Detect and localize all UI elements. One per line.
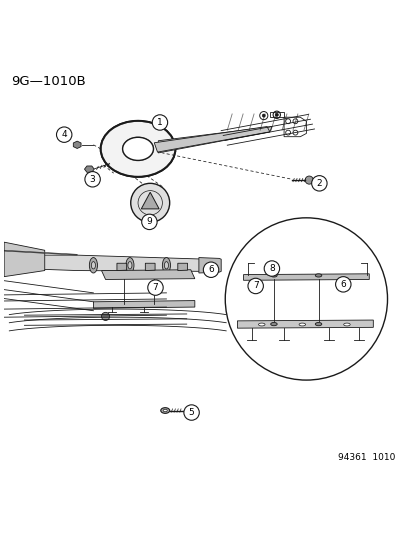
Ellipse shape [91,262,95,269]
Text: 2: 2 [316,179,321,188]
Polygon shape [198,257,221,273]
Ellipse shape [162,257,170,273]
Text: 7: 7 [252,281,258,290]
Polygon shape [154,126,269,152]
Circle shape [152,115,167,130]
Circle shape [263,261,279,276]
Polygon shape [4,251,77,255]
Polygon shape [4,242,45,277]
Circle shape [183,405,199,420]
Circle shape [203,262,218,278]
Text: 1: 1 [157,118,162,127]
Polygon shape [101,270,195,279]
Text: 7: 7 [152,283,158,292]
Ellipse shape [315,322,321,326]
Circle shape [275,113,278,116]
Ellipse shape [343,323,349,326]
Circle shape [56,127,72,142]
Polygon shape [243,274,368,280]
Polygon shape [93,301,195,308]
Ellipse shape [121,303,126,306]
Ellipse shape [258,323,264,326]
Polygon shape [20,255,206,271]
Ellipse shape [270,322,277,326]
Ellipse shape [122,138,153,160]
Polygon shape [177,263,187,271]
Circle shape [335,277,350,292]
Circle shape [131,183,169,222]
Circle shape [101,312,109,320]
Text: 9G—1010B: 9G—1010B [12,75,86,87]
Text: 8: 8 [268,264,274,273]
Polygon shape [116,263,126,271]
Ellipse shape [315,274,321,277]
Ellipse shape [89,257,97,273]
Polygon shape [84,166,94,172]
Ellipse shape [163,409,167,411]
Circle shape [225,218,387,380]
Circle shape [85,172,100,187]
Ellipse shape [164,262,168,269]
Ellipse shape [298,323,305,326]
Circle shape [304,176,313,184]
Ellipse shape [126,257,134,273]
Polygon shape [158,126,271,153]
Text: 9: 9 [146,217,152,227]
Circle shape [247,278,263,294]
Circle shape [261,114,265,117]
Circle shape [147,280,163,295]
Text: 4: 4 [61,130,67,139]
Text: 94361  1010: 94361 1010 [337,453,395,462]
Ellipse shape [128,262,132,269]
Ellipse shape [270,274,277,277]
Ellipse shape [160,408,169,414]
Text: 5: 5 [188,408,194,417]
Circle shape [311,176,326,191]
Ellipse shape [151,303,157,306]
Polygon shape [237,320,373,328]
Polygon shape [73,141,81,149]
Polygon shape [145,263,155,271]
Text: 6: 6 [339,280,345,289]
Circle shape [141,214,157,230]
Text: 6: 6 [208,265,214,274]
Polygon shape [141,192,159,209]
Ellipse shape [100,121,175,177]
Text: 3: 3 [90,175,95,184]
